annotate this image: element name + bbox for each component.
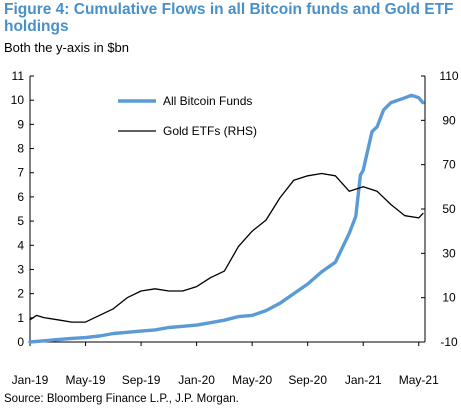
series-group [28,93,425,344]
right-tick-label: 50 [442,202,456,216]
x-tick-label: Jan-19 [12,373,49,387]
x-tick-label: Sep-20 [288,373,327,387]
series-line-gold-etfs [29,172,424,323]
series-line-bitcoin-funds [28,93,425,344]
legend-label: Gold ETFs (RHS) [163,124,257,138]
left-tick-label: 1 [17,311,24,325]
axes: 0 1 2 3 4 5 6 7 8 9 10 11 -10 10 30 50 70 90 110 Jan-19 May-… [11,69,459,387]
chart-subtitle: Both the y-axis in $bn [4,40,130,55]
left-tick-label: 6 [17,190,24,204]
x-tick-label: May-20 [232,373,272,387]
line-chart: 0 1 2 3 4 5 6 7 8 9 10 11 -10 10 30 50 70 90 110 Jan-19 May-… [11,69,459,387]
left-tick-label: 11 [12,69,25,83]
right-tick-label: 110 [439,69,458,83]
right-tick-label: 70 [442,158,456,172]
left-tick-label: 5 [17,214,24,228]
right-tick-label: -10 [440,335,458,349]
right-tick-label: 90 [442,113,456,127]
left-tick-label: 8 [17,142,24,156]
x-tick-label: Jan-21 [345,373,382,387]
chart-title: Figure 4: Cumulative Flows in all Bitcoi… [4,1,454,35]
x-tick-label: Sep-19 [122,373,161,387]
x-tick-label: May-19 [66,373,106,387]
right-tick-label: 30 [442,246,456,260]
source-note: Source: Bloomberg Finance L.P., J.P. Mor… [4,393,239,405]
left-tick-label: 3 [17,262,24,276]
left-tick-label: 7 [17,166,24,180]
left-tick-label: 0 [17,335,24,349]
legend-label: All Bitcoin Funds [163,94,252,108]
left-tick-label: 4 [17,238,24,252]
legend: All Bitcoin Funds Gold ETFs (RHS) [118,94,257,138]
right-tick-label: 10 [442,291,456,305]
left-tick-label: 2 [17,287,24,301]
left-tick-label: 10 [11,93,25,107]
x-tick-label: Jan-20 [178,373,215,387]
left-tick-label: 9 [17,117,24,131]
x-tick-label: May-21 [399,373,439,387]
